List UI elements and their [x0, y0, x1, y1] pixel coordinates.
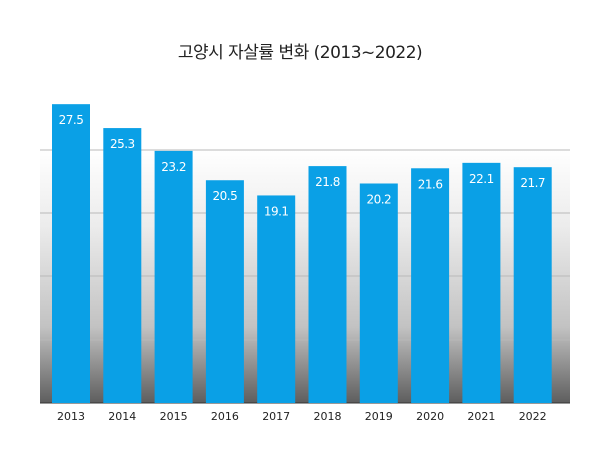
x-tick-label-2020: 2020: [416, 410, 444, 423]
bar-2013: [52, 104, 90, 404]
data-label-2013: 27.5: [59, 113, 84, 127]
bar-2016: [205, 180, 244, 403]
bar-2019: [359, 183, 398, 403]
data-label-2020: 21.6: [418, 177, 443, 191]
bar-2018: [308, 166, 347, 403]
bar-2014: [103, 128, 142, 403]
chart-title: 고양시 자살률 변화 (2013~2022): [177, 43, 423, 63]
bar-2020: [411, 168, 450, 403]
data-label-2017: 19.1: [264, 204, 289, 218]
x-tick-label-2018: 2018: [314, 410, 342, 423]
bar-2015: [154, 150, 193, 403]
bar-2022: [513, 167, 552, 403]
bar-2021: [462, 162, 501, 403]
data-label-2019: 20.2: [366, 192, 391, 206]
data-label-2021: 22.1: [469, 172, 494, 186]
x-tick-label-2019: 2019: [365, 410, 393, 423]
x-tick-label-2022: 2022: [519, 410, 547, 423]
x-tick-label-2021: 2021: [467, 410, 495, 423]
x-tick-label-2016: 2016: [211, 410, 239, 423]
x-tick-label-2014: 2014: [108, 410, 136, 423]
x-tick-label-2017: 2017: [262, 410, 290, 423]
data-label-2018: 21.8: [315, 175, 340, 189]
data-label-2016: 20.5: [213, 189, 238, 203]
data-label-2015: 23.2: [161, 160, 186, 174]
data-label-2022: 21.7: [520, 176, 545, 190]
data-label-2014: 25.3: [110, 137, 135, 151]
x-tick-label-2013: 2013: [57, 410, 85, 423]
bar-2017: [257, 195, 296, 403]
x-tick-label-2015: 2015: [160, 410, 188, 423]
